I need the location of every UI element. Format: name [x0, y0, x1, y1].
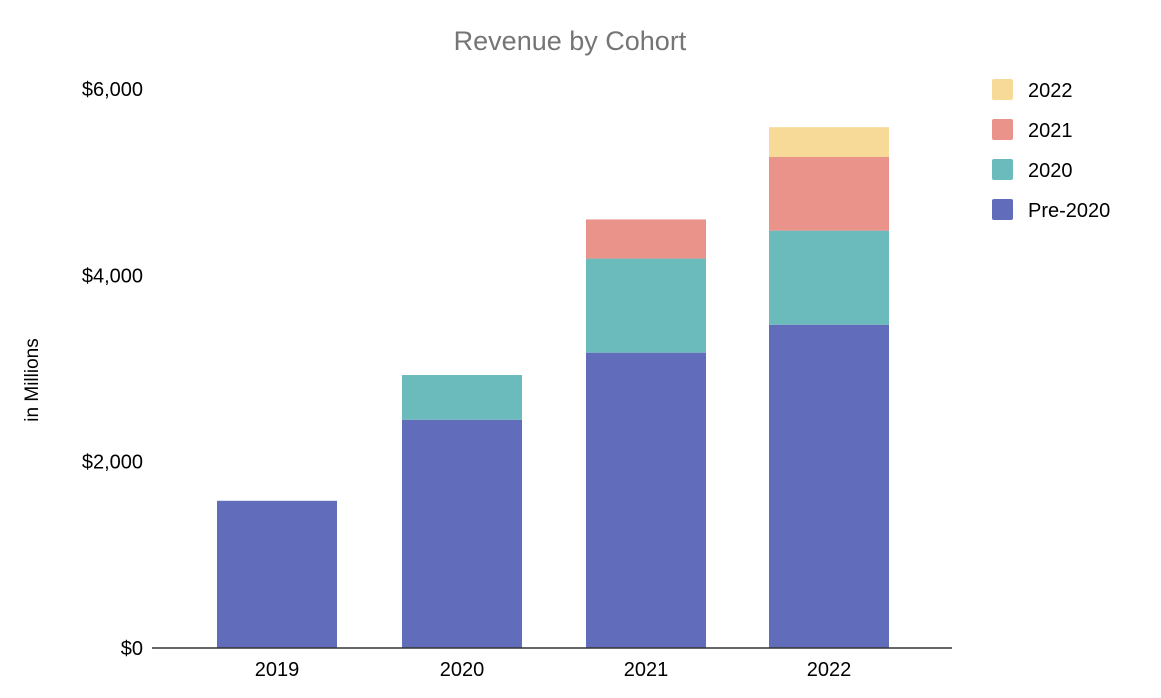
legend-swatch — [992, 199, 1013, 220]
x-tick-label: 2019 — [255, 659, 300, 681]
bar-segment-2021-2022 — [769, 157, 889, 231]
bar-segment-pre-2020-2019 — [217, 500, 337, 648]
legend-swatch — [992, 159, 1013, 180]
bar-segment-2021-2021 — [586, 219, 706, 259]
bar-segment-2020-2021 — [586, 258, 706, 353]
y-tick-label: $0 — [121, 638, 143, 660]
bar-segment-2020-2020 — [402, 375, 522, 420]
y-axis-title: in Millions — [22, 338, 43, 421]
y-axis-ticks: $0 $2,000 $4,000 $6,000 — [82, 79, 143, 660]
bar-segment-2022-2022 — [769, 127, 889, 158]
x-tick-label: 2021 — [624, 659, 669, 681]
legend-item-2020: 2020 — [992, 159, 1073, 182]
legend-swatch — [992, 119, 1013, 140]
x-tick-label: 2022 — [807, 659, 852, 681]
legend-label: 2020 — [1028, 160, 1073, 182]
y-tick-label: $4,000 — [82, 265, 143, 287]
legend-item-pre-2020: Pre-2020 — [992, 199, 1110, 222]
bars — [217, 127, 889, 648]
x-axis-ticks: 2019 2020 2021 2022 — [255, 659, 852, 681]
legend-label: Pre-2020 — [1028, 200, 1110, 222]
bar-segment-pre-2020-2021 — [586, 352, 706, 648]
y-tick-label: $6,000 — [82, 79, 143, 101]
bar-segment-pre-2020-2022 — [769, 324, 889, 648]
y-tick-label: $2,000 — [82, 452, 143, 474]
bar-segment-pre-2020-2020 — [402, 419, 522, 648]
x-tick-label: 2020 — [440, 659, 485, 681]
legend-item-2022: 2022 — [992, 79, 1073, 102]
legend-label: 2021 — [1028, 120, 1073, 142]
legend-label: 2022 — [1028, 80, 1073, 102]
chart-title: Revenue by Cohort — [454, 26, 687, 56]
legend-swatch — [992, 79, 1013, 100]
bar-segment-2020-2022 — [769, 230, 889, 325]
legend-item-2021: 2021 — [992, 119, 1073, 142]
legend: 2022 2021 2020 Pre-2020 — [992, 79, 1110, 222]
